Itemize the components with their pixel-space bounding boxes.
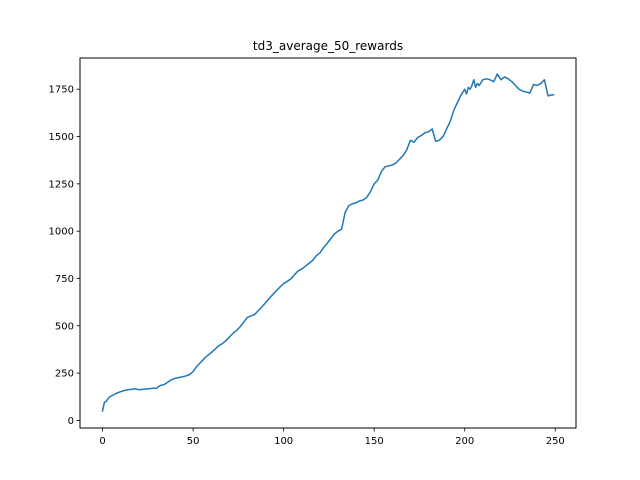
y-tick-label: 1250 (49, 179, 74, 190)
x-tick-label: 0 (99, 436, 105, 447)
x-tick-label: 100 (274, 436, 293, 447)
x-tick-label: 150 (365, 436, 384, 447)
y-tick-label: 500 (55, 321, 74, 332)
axes-frame (79, 57, 577, 429)
y-tick-label: 1500 (49, 132, 74, 143)
y-tick-label: 750 (55, 274, 74, 285)
y-tick-label: 250 (55, 369, 74, 380)
series-line-0 (101, 73, 555, 412)
x-axis: 0 50 100 150 200 250 (99, 428, 565, 447)
y-axis: 0 250 500 750 1000 1250 1500 1750 (49, 85, 80, 427)
x-tick-label: 200 (455, 436, 474, 447)
plot-area (101, 73, 555, 412)
y-tick-label: 1750 (49, 85, 74, 96)
y-tick-label: 1000 (49, 227, 74, 238)
chart-title: td3_average_50_rewards (253, 39, 403, 53)
y-tick-label: 0 (68, 416, 74, 427)
x-tick-label: 250 (546, 436, 565, 447)
x-tick-label: 50 (187, 436, 200, 447)
